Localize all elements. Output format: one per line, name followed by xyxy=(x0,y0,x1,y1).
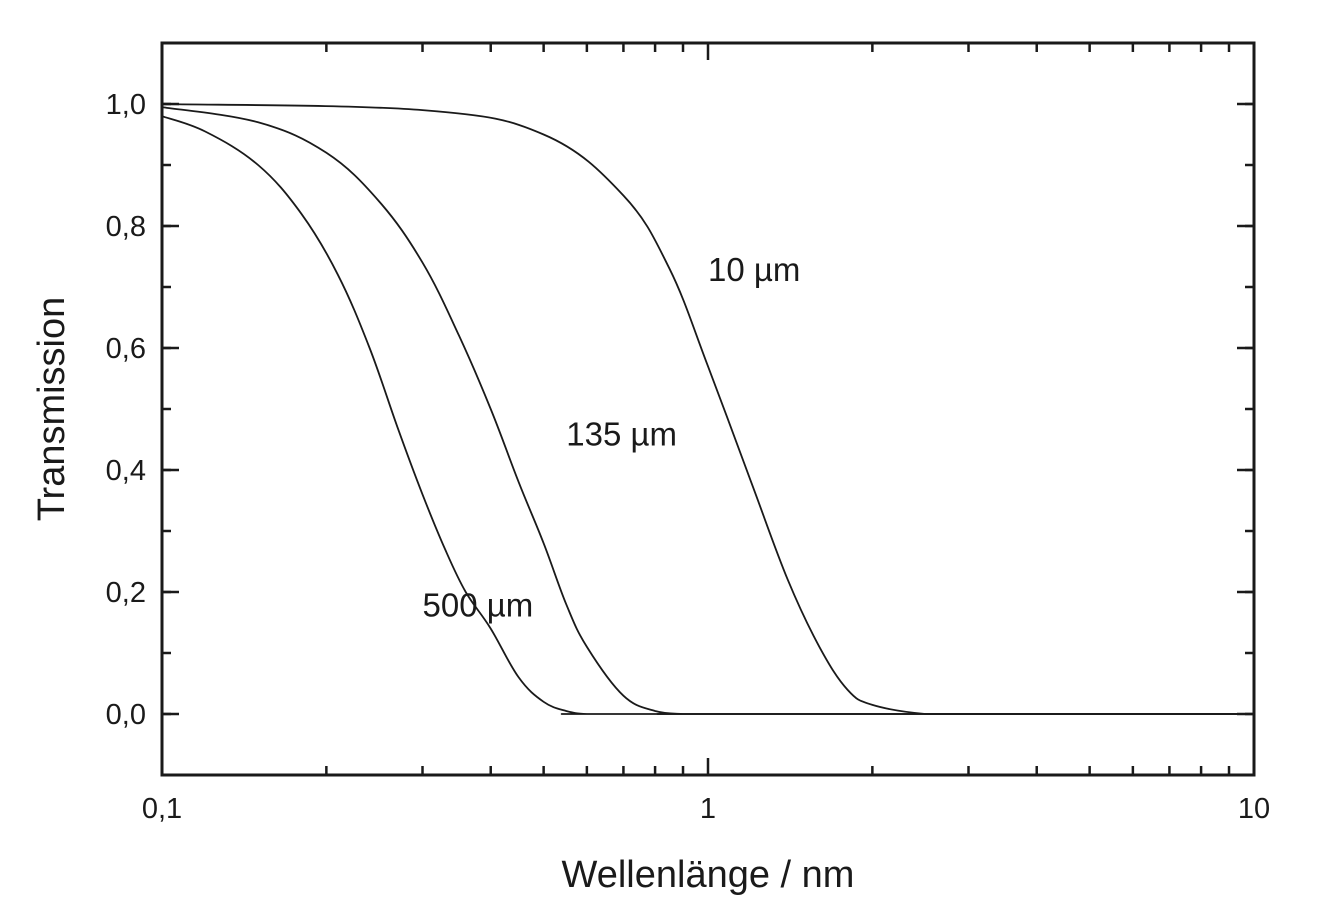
x-tick-label: 1 xyxy=(700,793,716,825)
x-axis-title: Wellenlänge / nm xyxy=(562,854,855,896)
curve-label-2: 135 µm xyxy=(566,416,677,453)
x-tick-label: 10 xyxy=(1238,793,1270,825)
y-tick-label: 0,0 xyxy=(106,699,146,731)
curve-series-2 xyxy=(161,106,1254,715)
curve-series-3 xyxy=(161,115,1254,715)
curve-labels: 10 µm 135 µm 500 µm xyxy=(423,251,801,624)
curves xyxy=(161,103,1254,715)
x-tick-label: 0,1 xyxy=(142,793,182,825)
curve-label-3: 500 µm xyxy=(423,586,534,623)
tick-labels: 0,1 1 10 0,0 0,2 0,4 0,6 0,8 1,0 xyxy=(106,89,1270,825)
y-tick-label: 0,4 xyxy=(106,455,146,487)
y-tick-label: 1,0 xyxy=(106,89,146,121)
y-tick-label: 0,8 xyxy=(106,211,146,243)
y-tick-label: 0,2 xyxy=(106,577,146,609)
curve-label-1: 10 µm xyxy=(708,251,800,288)
y-axis-title: Transmission xyxy=(31,297,73,522)
y-tick-label: 0,6 xyxy=(106,333,146,365)
curve-series-1 xyxy=(161,103,1254,715)
